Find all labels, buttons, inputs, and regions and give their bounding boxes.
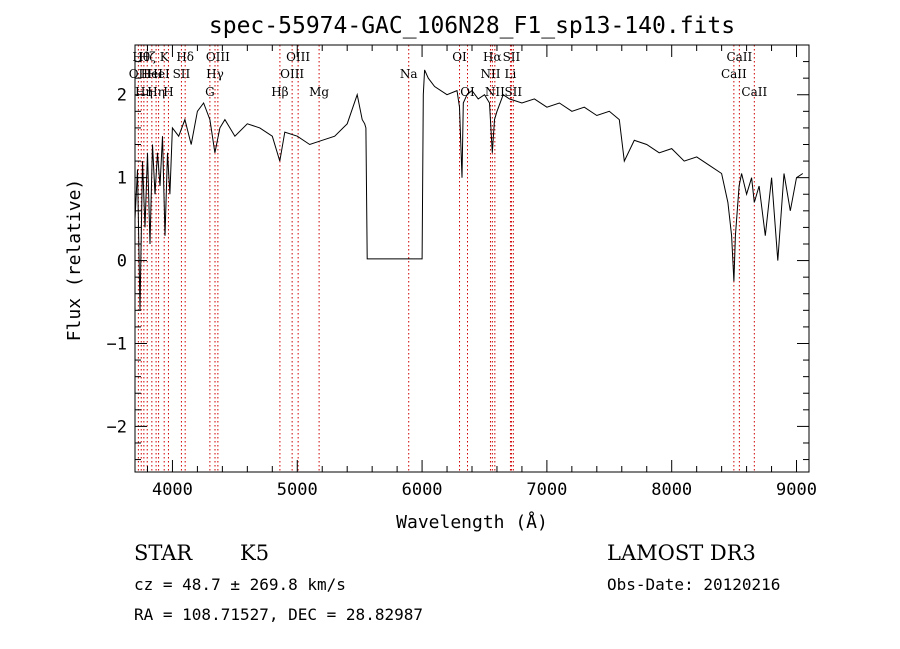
object-class: STAR	[134, 541, 193, 565]
obs-date: Obs-Date: 20120216	[607, 575, 780, 594]
emission-labels-layer: OIIHθHηHζHeIHηHeIKHSIIHδGHγOIIIHβOIIIOII…	[129, 50, 768, 99]
emission-line-label: NII	[480, 67, 500, 81]
x-tick-label: 6000	[402, 480, 443, 500]
y-tick-label: 0	[117, 252, 127, 272]
emission-line-label: Hβ	[271, 85, 288, 99]
coordinates: RA = 108.71527, DEC = 28.82987	[134, 605, 423, 624]
emission-line-label: Hδ	[176, 50, 194, 64]
spectrum-series-line	[134, 69, 804, 311]
emission-line-label: Hη	[135, 85, 153, 99]
emission-line-label: OII	[129, 67, 149, 81]
x-tick-label: 7000	[526, 480, 567, 500]
emission-line-label: OI	[460, 85, 475, 99]
emission-line-label: Na	[400, 67, 418, 81]
redshift-value: cz = 48.7 ± 269.8 km/s	[134, 575, 346, 594]
emission-line-label: CaII	[726, 50, 752, 64]
emission-line-label: Hζ	[139, 50, 156, 64]
x-tick-label: 9000	[776, 480, 817, 500]
x-tick-label: 8000	[651, 480, 692, 500]
emission-line-label: Li	[505, 67, 517, 81]
emission-line-label: OI	[452, 50, 467, 64]
emission-line-label: CaII	[721, 67, 747, 81]
y-tick-label: −2	[107, 417, 127, 437]
x-axis-label: Wavelength (Å)	[396, 511, 548, 533]
emission-line-label: Hη	[147, 85, 165, 99]
emission-line-label: SII	[503, 50, 521, 64]
emission-line-label: K	[160, 50, 170, 64]
axis-tick-labels: 4000 5000 6000 7000 8000 9000 −2 −1 0 1 2	[107, 86, 817, 500]
emission-line-label: Hα	[483, 50, 502, 64]
y-axis-label: Flux (relative)	[64, 179, 85, 342]
emission-line-label: G	[205, 85, 215, 99]
emission-line-label: SII	[173, 67, 191, 81]
emission-line-label: Mg	[309, 85, 329, 99]
chart-title: spec-55974-GAC_106N28_F1_sp13-140.fits	[209, 13, 735, 39]
emission-line-label: OIII	[286, 50, 310, 64]
survey-name: LAMOST DR3	[607, 541, 756, 565]
emission-line-label: OIII	[206, 50, 230, 64]
emission-line-label: HeI	[147, 67, 170, 81]
emission-line-label: H	[163, 85, 173, 99]
emission-lines-layer	[137, 45, 755, 472]
emission-line-label: CaII	[741, 85, 767, 99]
emission-line-label: Hθ	[132, 50, 150, 64]
y-tick-label: 1	[117, 169, 127, 189]
emission-line-label: OIII	[280, 67, 304, 81]
emission-line-label: Hγ	[206, 67, 224, 81]
emission-line-label: SII	[504, 85, 522, 99]
object-subclass: K5	[240, 541, 269, 565]
x-tick-label: 4000	[152, 480, 193, 500]
emission-line-label: NII	[485, 85, 505, 99]
axis-ticks	[135, 44, 809, 472]
emission-line-label: HeI	[141, 67, 164, 81]
x-tick-label: 5000	[277, 480, 318, 500]
plot-frame	[134, 44, 810, 473]
y-tick-label: −1	[107, 334, 127, 354]
y-tick-label: 2	[117, 86, 127, 106]
